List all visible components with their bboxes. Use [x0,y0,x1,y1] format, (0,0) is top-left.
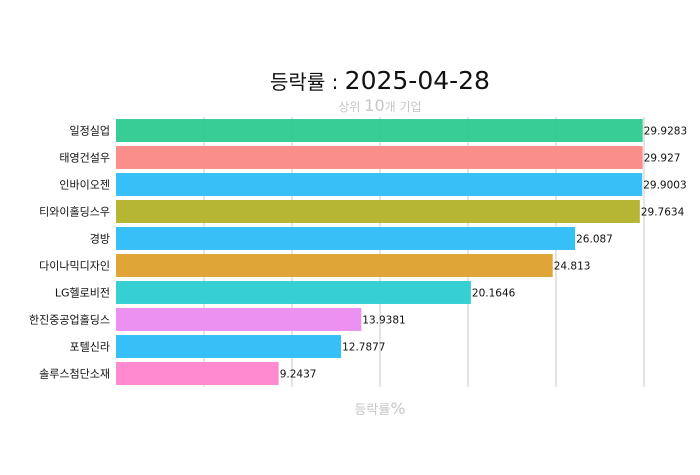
value-label: 20.1646 [472,288,516,300]
chart-subtitle-number: 10 [364,96,384,115]
x-axis-title-unit: % [390,399,405,418]
bar [116,308,362,331]
bar [116,335,342,358]
value-label: 12.7877 [342,342,385,354]
value-label: 13.9381 [362,315,405,327]
bar [116,200,640,223]
bar [116,362,279,385]
value-labels: 29.9283 29.927 29.9003 29.7634 26.087 24.813 2… [280,126,687,381]
value-label: 9.2437 [280,369,317,381]
category-label: 티와이홀딩스우 [39,206,110,219]
bar [116,227,576,250]
value-label: 24.813 [554,261,591,273]
x-axis-title: 등락률% [354,399,405,418]
x-axis-title-text: 등락률 [354,403,390,418]
chart-title-date: 2025-04-28 [345,66,490,95]
category-label: 포텔신라 [70,341,110,354]
value-label: 29.9283 [644,126,687,138]
category-label: 한진중공업홀딩스 [29,314,110,327]
chart-title: 등락률 : 2025-04-28 [270,66,490,95]
chart-subtitle: 상위 10개 기업 [338,96,421,115]
category-label: 인바이오젠 [59,179,110,192]
bar [116,146,643,169]
category-label: LG헬로비전 [55,287,110,300]
value-label: 29.927 [644,153,681,165]
bar [116,119,643,142]
category-label: 태영건설우 [59,152,110,165]
category-label: 경방 [90,233,110,246]
value-label: 29.7634 [641,207,685,219]
bar [116,254,553,277]
chart-subtitle-suffix: 개 기업 [385,100,422,114]
chart-title-prefix: 등락률 : [270,70,345,94]
chart-subtitle-prefix: 상위 [338,100,364,114]
category-label: 다이나믹디자인 [39,260,110,273]
value-label: 26.087 [576,234,613,246]
bars [116,119,643,385]
value-label: 29.9003 [643,180,686,192]
category-label: 솔루스첨단소재 [39,368,110,381]
bar [116,281,471,304]
bar [116,173,643,196]
category-label: 일정실업 [70,124,110,138]
